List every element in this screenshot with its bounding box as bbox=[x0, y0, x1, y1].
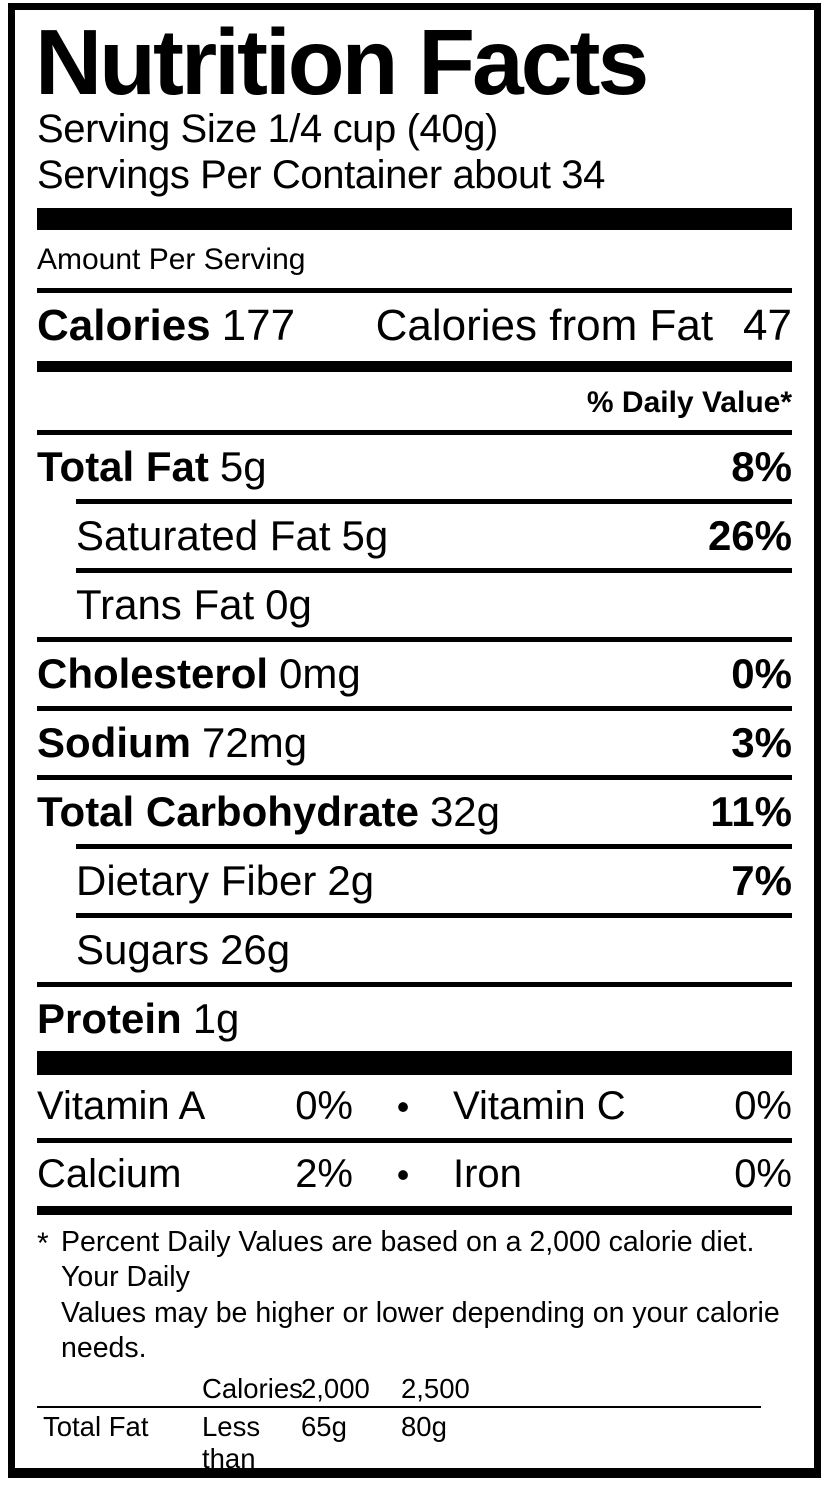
section-divider-bar bbox=[37, 1051, 792, 1076]
row-2000-value: 20g bbox=[301, 1475, 401, 1478]
nutrient-row-total-fat: Total Fat 5g 8% bbox=[37, 435, 792, 499]
nutrient-daily-value: 11% bbox=[710, 788, 792, 836]
row-name: Total Fat bbox=[43, 1411, 149, 1443]
vitamin-row-a-c: Vitamin A 0% • Vitamin C 0% bbox=[37, 1075, 792, 1138]
rule bbox=[37, 637, 792, 643]
vitamin-value: 2% bbox=[295, 1152, 353, 1197]
amount-per-serving-label: Amount Per Serving bbox=[37, 243, 306, 277]
nutrient-row-protein: Protein 1g bbox=[37, 987, 792, 1051]
rule-inset bbox=[76, 913, 792, 919]
rule-hairline bbox=[37, 1406, 761, 1409]
rule-inset bbox=[76, 499, 792, 505]
nutrient-name: Sodium bbox=[37, 719, 191, 767]
rule-heavy bbox=[37, 1206, 792, 1216]
rule bbox=[37, 706, 792, 712]
nutrient-amount: 0mg bbox=[279, 650, 361, 698]
servings-per-container: Servings Per Container about 34 bbox=[37, 153, 605, 198]
header-2000: 2,000 bbox=[301, 1373, 370, 1405]
row-name: Sat Fat bbox=[43, 1475, 202, 1478]
vitamin-value: 0% bbox=[734, 1084, 792, 1129]
nutrient-row-dietary-fiber: Dietary Fiber 2g 7% bbox=[37, 849, 792, 913]
nutrient-daily-value: 8% bbox=[731, 443, 792, 491]
vitamin-row-calcium-iron: Calcium 2% • Iron 0% bbox=[37, 1143, 792, 1206]
row-2500-value: 25g bbox=[401, 1475, 782, 1478]
nutrient-name: Dietary Fiber bbox=[76, 857, 317, 905]
vitamin-name: Vitamin C bbox=[453, 1084, 626, 1129]
nutrient-amount: 72mg bbox=[202, 719, 308, 767]
nutrition-facts-label: Nutrition Facts Serving Size 1/4 cup (40… bbox=[8, 3, 821, 1478]
label-content: Nutrition Facts Serving Size 1/4 cup (40… bbox=[15, 10, 814, 1478]
vitamin-name: Iron bbox=[453, 1152, 522, 1197]
nutrient-daily-value: 0% bbox=[731, 650, 792, 698]
table-row: Sat Fat Less than 20g 25g bbox=[37, 1475, 782, 1478]
header-2500: 2,500 bbox=[401, 1373, 470, 1405]
serving-size: Serving Size 1/4 cup (40g) bbox=[37, 106, 498, 151]
nutrient-amount: 2g bbox=[327, 857, 375, 905]
nutrient-amount: 5g bbox=[219, 443, 267, 491]
vitamin-name: Calcium bbox=[37, 1152, 182, 1197]
rule bbox=[37, 775, 792, 781]
nutrient-amount: 1g bbox=[192, 995, 240, 1043]
nutrient-name: Sugars bbox=[76, 926, 210, 974]
footnote-text: Percent Daily Values are based on a 2,00… bbox=[61, 1226, 780, 1365]
nutrient-row-sodium: Sodium 72mg 3% bbox=[37, 711, 792, 775]
nutrient-daily-value: 3% bbox=[731, 719, 792, 767]
vitamin-value: 0% bbox=[734, 1152, 792, 1197]
table-header-row: Calories 2,000 2,500 bbox=[37, 1374, 782, 1404]
rule bbox=[37, 288, 792, 294]
bullet-separator-icon: • bbox=[396, 1154, 410, 1196]
nutrient-row-total-carbohydrate: Total Carbohydrate 32g 11% bbox=[37, 780, 792, 844]
rule-inset bbox=[76, 568, 792, 574]
table-row: Total Fat Less than 65g 80g bbox=[37, 1411, 782, 1475]
nutrient-row-trans-fat: Trans Fat 0g bbox=[37, 573, 792, 637]
nutrient-name: Protein bbox=[37, 995, 182, 1043]
nutrient-daily-value: 7% bbox=[731, 857, 792, 905]
rule bbox=[37, 1138, 792, 1144]
rule bbox=[37, 982, 792, 988]
calories-from-fat-value: 47 bbox=[743, 301, 792, 351]
nutrient-amount: 5g bbox=[341, 512, 389, 560]
rule-heavy bbox=[37, 361, 792, 373]
bullet-separator-icon: • bbox=[396, 1086, 410, 1128]
row-2000-value: 65g bbox=[301, 1411, 347, 1443]
nutrient-name: Total Carbohydrate bbox=[37, 788, 419, 836]
calories-cell: Calories 177 bbox=[37, 301, 295, 351]
nutrient-amount: 32g bbox=[429, 788, 501, 836]
nutrient-name: Total Fat bbox=[37, 443, 209, 491]
vitamin-value: 0% bbox=[295, 1084, 353, 1129]
daily-value-reference-table: Calories 2,000 2,500 Total Fat Less than… bbox=[37, 1374, 782, 1478]
nutrient-amount: 26g bbox=[220, 926, 291, 974]
label-title: Nutrition Facts bbox=[35, 10, 649, 114]
rule-inset bbox=[76, 844, 792, 850]
calories-value: 177 bbox=[221, 301, 296, 351]
row-qualifier: Less than bbox=[202, 1475, 301, 1478]
section-divider-bar bbox=[37, 208, 792, 231]
nutrient-name: Saturated Fat bbox=[76, 512, 331, 560]
calories-label: Calories bbox=[37, 301, 211, 351]
nutrient-amount: 0g bbox=[265, 581, 312, 629]
asterisk-marker: * bbox=[37, 1227, 49, 1261]
nutrient-row-saturated-fat: Saturated Fat 5g 26% bbox=[37, 504, 792, 568]
nutrient-name: Cholesterol bbox=[37, 650, 269, 698]
row-2500-value: 80g bbox=[401, 1411, 447, 1443]
nutrient-row-sugars: Sugars 26g bbox=[37, 918, 792, 982]
vitamin-name: Vitamin A bbox=[37, 1084, 206, 1129]
daily-value-footnote: * Percent Daily Values are based on a 2,… bbox=[37, 1225, 792, 1366]
header-calories: Calories bbox=[202, 1373, 303, 1405]
rule bbox=[37, 430, 792, 436]
nutrient-name: Trans Fat bbox=[76, 581, 255, 629]
row-qualifier: Less than bbox=[202, 1411, 261, 1475]
calories-from-fat-cell: Calories from Fat 47 bbox=[376, 301, 792, 351]
nutrient-row-cholesterol: Cholesterol 0mg 0% bbox=[37, 642, 792, 706]
calories-row: Calories 177 Calories from Fat 47 bbox=[37, 293, 792, 361]
daily-value-header: % Daily Value* bbox=[586, 386, 792, 420]
nutrient-daily-value: 26% bbox=[707, 512, 792, 560]
calories-from-fat-label: Calories from Fat bbox=[375, 301, 714, 351]
